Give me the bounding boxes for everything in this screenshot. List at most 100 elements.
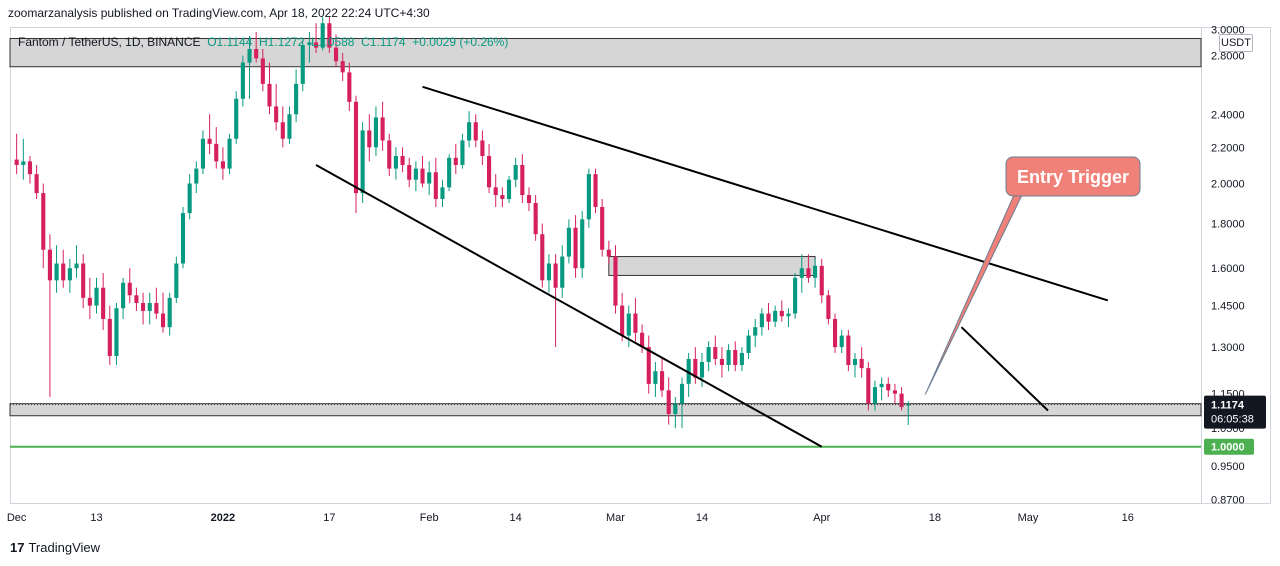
- lower-channel-line[interactable]: [315, 164, 823, 448]
- candle-body[interactable]: [560, 256, 565, 288]
- candle-body[interactable]: [433, 172, 438, 200]
- candle-body[interactable]: [214, 143, 219, 162]
- candle-body[interactable]: [553, 263, 558, 288]
- candle-body[interactable]: [813, 265, 818, 278]
- candle-body[interactable]: [160, 313, 166, 328]
- candle-body[interactable]: [413, 168, 418, 180]
- candle-body[interactable]: [513, 164, 518, 180]
- candle-body[interactable]: [260, 58, 265, 84]
- candle-body[interactable]: [254, 49, 259, 59]
- candle-body[interactable]: [580, 219, 585, 269]
- candle-body[interactable]: [766, 313, 771, 322]
- support-zone[interactable]: [9, 403, 1202, 417]
- candle-body[interactable]: [686, 358, 691, 384]
- candle-body[interactable]: [174, 263, 179, 298]
- candle-body[interactable]: [759, 313, 764, 328]
- candle-body[interactable]: [486, 156, 492, 188]
- candle-body[interactable]: [154, 303, 159, 314]
- candle-body[interactable]: [753, 327, 758, 336]
- price-axis[interactable]: [1201, 27, 1271, 504]
- candle-body[interactable]: [400, 156, 405, 165]
- candle-body[interactable]: [640, 332, 645, 348]
- short-downtrend-line[interactable]: [960, 326, 1049, 412]
- candle-body[interactable]: [440, 187, 445, 200]
- candle-body[interactable]: [520, 164, 525, 196]
- mid-zone[interactable]: [608, 256, 816, 276]
- candle-body[interactable]: [274, 106, 279, 123]
- candle-body[interactable]: [600, 206, 605, 250]
- candle-body[interactable]: [573, 227, 578, 269]
- candle-body[interactable]: [373, 117, 379, 148]
- candle-body[interactable]: [234, 98, 239, 139]
- candle-body[interactable]: [886, 383, 891, 391]
- candle-body[interactable]: [906, 404, 911, 406]
- candle-body[interactable]: [533, 202, 538, 235]
- candle-body[interactable]: [773, 310, 778, 322]
- candle-body[interactable]: [21, 161, 26, 165]
- candle-body[interactable]: [294, 83, 299, 115]
- candle-body[interactable]: [380, 117, 385, 141]
- candle-body[interactable]: [613, 256, 618, 306]
- candle-body[interactable]: [473, 122, 478, 141]
- candle-body[interactable]: [633, 313, 638, 333]
- candle-body[interactable]: [387, 140, 392, 169]
- candle-body[interactable]: [367, 130, 372, 148]
- candle-body[interactable]: [646, 347, 651, 384]
- candle-body[interactable]: [799, 268, 804, 278]
- candle-body[interactable]: [733, 350, 738, 366]
- candle-body[interactable]: [41, 193, 46, 250]
- candle-body[interactable]: [679, 383, 685, 404]
- candle-body[interactable]: [653, 371, 658, 384]
- candle-body[interactable]: [693, 358, 698, 378]
- candle-body[interactable]: [839, 335, 844, 348]
- candle-body[interactable]: [327, 23, 332, 48]
- candle-body[interactable]: [347, 72, 352, 102]
- candle-body[interactable]: [147, 303, 152, 311]
- candle-body[interactable]: [47, 249, 52, 281]
- candle-body[interactable]: [61, 263, 66, 281]
- candle-body[interactable]: [427, 172, 432, 184]
- candle-body[interactable]: [832, 318, 838, 348]
- candle-body[interactable]: [546, 263, 552, 281]
- candle-body[interactable]: [526, 195, 532, 203]
- tradingview-footer[interactable]: 17 TradingView: [10, 540, 100, 555]
- candle-body[interactable]: [187, 183, 192, 214]
- candle-body[interactable]: [167, 297, 172, 328]
- candle-body[interactable]: [506, 179, 512, 200]
- candle-body[interactable]: [280, 122, 285, 139]
- candle-body[interactable]: [493, 187, 498, 196]
- chart-plot-area[interactable]: [10, 27, 1202, 504]
- candle-body[interactable]: [859, 358, 864, 369]
- candle-body[interactable]: [333, 47, 339, 62]
- candle-body[interactable]: [540, 234, 545, 281]
- candle-body[interactable]: [846, 335, 851, 366]
- candle-body[interactable]: [247, 49, 252, 63]
- candle-body[interactable]: [127, 282, 132, 296]
- candle-body[interactable]: [586, 174, 591, 220]
- candle-body[interactable]: [87, 297, 92, 306]
- candle-body[interactable]: [500, 195, 505, 200]
- candle-body[interactable]: [121, 282, 126, 309]
- candle-body[interactable]: [673, 403, 678, 414]
- candle-body[interactable]: [786, 313, 791, 317]
- candle-body[interactable]: [453, 157, 458, 165]
- candle-body[interactable]: [606, 249, 611, 257]
- candle-body[interactable]: [852, 358, 858, 366]
- candle-body[interactable]: [447, 157, 452, 188]
- candle-body[interactable]: [227, 138, 232, 169]
- candle-body[interactable]: [806, 268, 811, 278]
- candle-body[interactable]: [420, 168, 425, 184]
- candle-body[interactable]: [81, 263, 86, 298]
- candle-body[interactable]: [74, 263, 79, 269]
- currency-button[interactable]: USDT: [1219, 34, 1253, 52]
- candle-body[interactable]: [101, 287, 106, 319]
- candle-body[interactable]: [866, 368, 871, 404]
- candle-body[interactable]: [699, 361, 705, 378]
- candle-body[interactable]: [706, 347, 711, 362]
- candle-body[interactable]: [340, 61, 345, 73]
- candle-body[interactable]: [360, 130, 365, 194]
- candle-body[interactable]: [287, 114, 292, 139]
- candle-body[interactable]: [207, 138, 212, 144]
- candle-body[interactable]: [94, 287, 99, 306]
